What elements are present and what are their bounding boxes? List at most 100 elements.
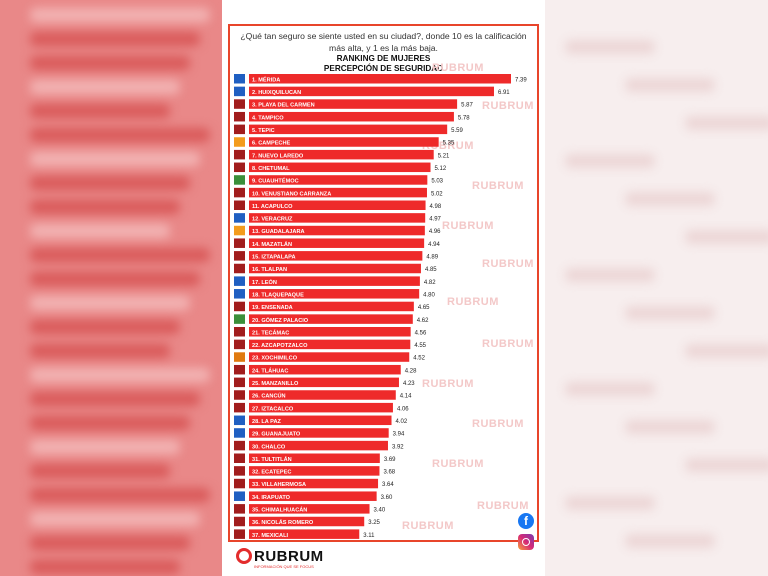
bar xyxy=(249,504,370,514)
party-logo-icon xyxy=(234,491,245,501)
blurred-stripe xyxy=(30,176,190,190)
blurred-stripe xyxy=(30,248,210,262)
watermark-text: RUBRUM xyxy=(447,296,499,308)
party-logo-icon xyxy=(234,339,245,350)
party-logo-icon xyxy=(234,301,245,312)
category-label: 3. PLAYA DEL CARMEN xyxy=(252,103,315,109)
bar xyxy=(249,428,389,438)
value-label: 3.25 xyxy=(368,520,380,526)
party-logo-icon xyxy=(234,225,245,236)
category-label: 26. CANCÚN xyxy=(252,393,286,400)
party-logo-icon xyxy=(234,504,245,514)
blurred-stripe xyxy=(30,536,190,550)
party-logo-icon xyxy=(234,276,245,286)
watermark-text: RUBRUM xyxy=(432,62,484,74)
value-label: 4.96 xyxy=(429,229,441,235)
bar xyxy=(249,415,392,426)
blurred-stripe xyxy=(30,8,210,22)
category-label: 11. ACAPULCO xyxy=(252,204,293,210)
value-label: 5.21 xyxy=(438,153,450,159)
bar xyxy=(249,478,379,489)
category-label: 4. TAMPICO xyxy=(252,115,284,121)
category-label: 25. MANZANILLO xyxy=(252,381,299,387)
blurred-stripe xyxy=(625,420,715,434)
value-label: 3.92 xyxy=(392,444,404,450)
value-label: 3.68 xyxy=(383,470,395,476)
blurred-stripe xyxy=(625,78,715,92)
watermark-text: RUBRUM xyxy=(472,418,524,430)
value-label: 4.55 xyxy=(414,343,426,349)
blurred-stripe xyxy=(625,192,715,206)
party-logo-icon xyxy=(234,516,245,527)
bar xyxy=(249,402,393,413)
chart-title-line1: RANKING DE MUJERES xyxy=(336,54,431,63)
category-label: 22. AZCAPOTZALCO xyxy=(252,343,308,349)
blurred-stripe xyxy=(685,458,768,472)
facebook-icon[interactable]: f xyxy=(518,513,534,529)
value-label: 5.59 xyxy=(451,128,463,134)
bar xyxy=(249,149,434,160)
bar xyxy=(249,314,413,324)
party-logo-icon xyxy=(234,187,245,198)
bar xyxy=(249,453,380,463)
value-label: 3.40 xyxy=(374,508,386,514)
watermark-text: RUBRUM xyxy=(477,500,529,512)
infographic-card: ¿Qué tan seguro se siente usted en su ci… xyxy=(222,0,545,576)
watermark-text: RUBRUM xyxy=(482,338,534,350)
bar xyxy=(249,175,428,185)
bar xyxy=(249,225,425,236)
blurred-stripe xyxy=(30,344,170,358)
value-label: 3.94 xyxy=(393,432,405,438)
category-label: 13. GUADALAJARA xyxy=(252,229,305,235)
value-label: 5.12 xyxy=(435,166,447,172)
party-logo-icon xyxy=(234,263,245,274)
value-label: 4.28 xyxy=(405,368,417,374)
bar xyxy=(249,111,454,122)
value-label: 4.52 xyxy=(413,356,425,362)
watermark-text: RUBRUM xyxy=(442,220,494,232)
category-label: 21. TECÁMAC xyxy=(252,329,289,336)
bar xyxy=(249,289,420,299)
bar xyxy=(249,74,511,84)
blurred-stripe xyxy=(30,80,180,94)
category-label: 30. CHALCO xyxy=(252,444,286,450)
blurred-stripe xyxy=(30,416,190,430)
blurred-stripe xyxy=(685,116,768,130)
category-label: 9. CUAUHTÉMOC xyxy=(252,177,299,185)
value-label: 4.82 xyxy=(424,280,436,286)
blurred-stripe xyxy=(30,224,170,238)
category-label: 33. VILLAHERMOSA xyxy=(252,482,306,488)
blurred-stripe xyxy=(565,496,655,510)
bar xyxy=(249,466,380,476)
blurred-stripe xyxy=(30,368,210,382)
value-label: 4.98 xyxy=(430,204,442,210)
blurred-stripe xyxy=(30,32,200,46)
category-label: 19. ENSENADA xyxy=(252,305,293,311)
blurred-stripe xyxy=(30,200,180,214)
party-logo-icon xyxy=(234,453,245,463)
party-logo-icon xyxy=(234,74,245,84)
party-logo-icon xyxy=(234,200,245,210)
party-logo-icon xyxy=(234,238,245,248)
bar xyxy=(249,213,426,223)
value-label: 4.06 xyxy=(397,406,409,412)
party-logo-icon xyxy=(234,175,245,185)
instagram-icon[interactable] xyxy=(518,534,534,550)
category-label: 31. TULTITLÁN xyxy=(252,456,292,463)
blurred-stripe xyxy=(30,56,190,70)
ranking-bar-chart: 1. MÉRIDA 7.39 2. HUIXQUILUCAN 6.91 3. PLAYA… xyxy=(234,74,527,539)
watermark-text: RUBRUM xyxy=(402,520,454,532)
watermark-text: RUBRUM xyxy=(482,100,534,112)
blurred-stripe xyxy=(685,344,768,358)
category-label: 24. TLÁHUAC xyxy=(252,367,288,374)
watermark-text: RUBRUM xyxy=(472,180,524,192)
blurred-stripe xyxy=(565,268,655,282)
party-logo-icon xyxy=(234,478,245,489)
bar xyxy=(249,99,458,109)
bar xyxy=(249,238,425,248)
category-label: 27. IZTACALCO xyxy=(252,406,294,412)
card-frame xyxy=(228,24,539,542)
category-label: 8. CHETUMAL xyxy=(252,166,290,172)
value-label: 4.56 xyxy=(415,330,427,336)
survey-question: ¿Qué tan seguro se siente usted en su ci… xyxy=(240,31,527,53)
